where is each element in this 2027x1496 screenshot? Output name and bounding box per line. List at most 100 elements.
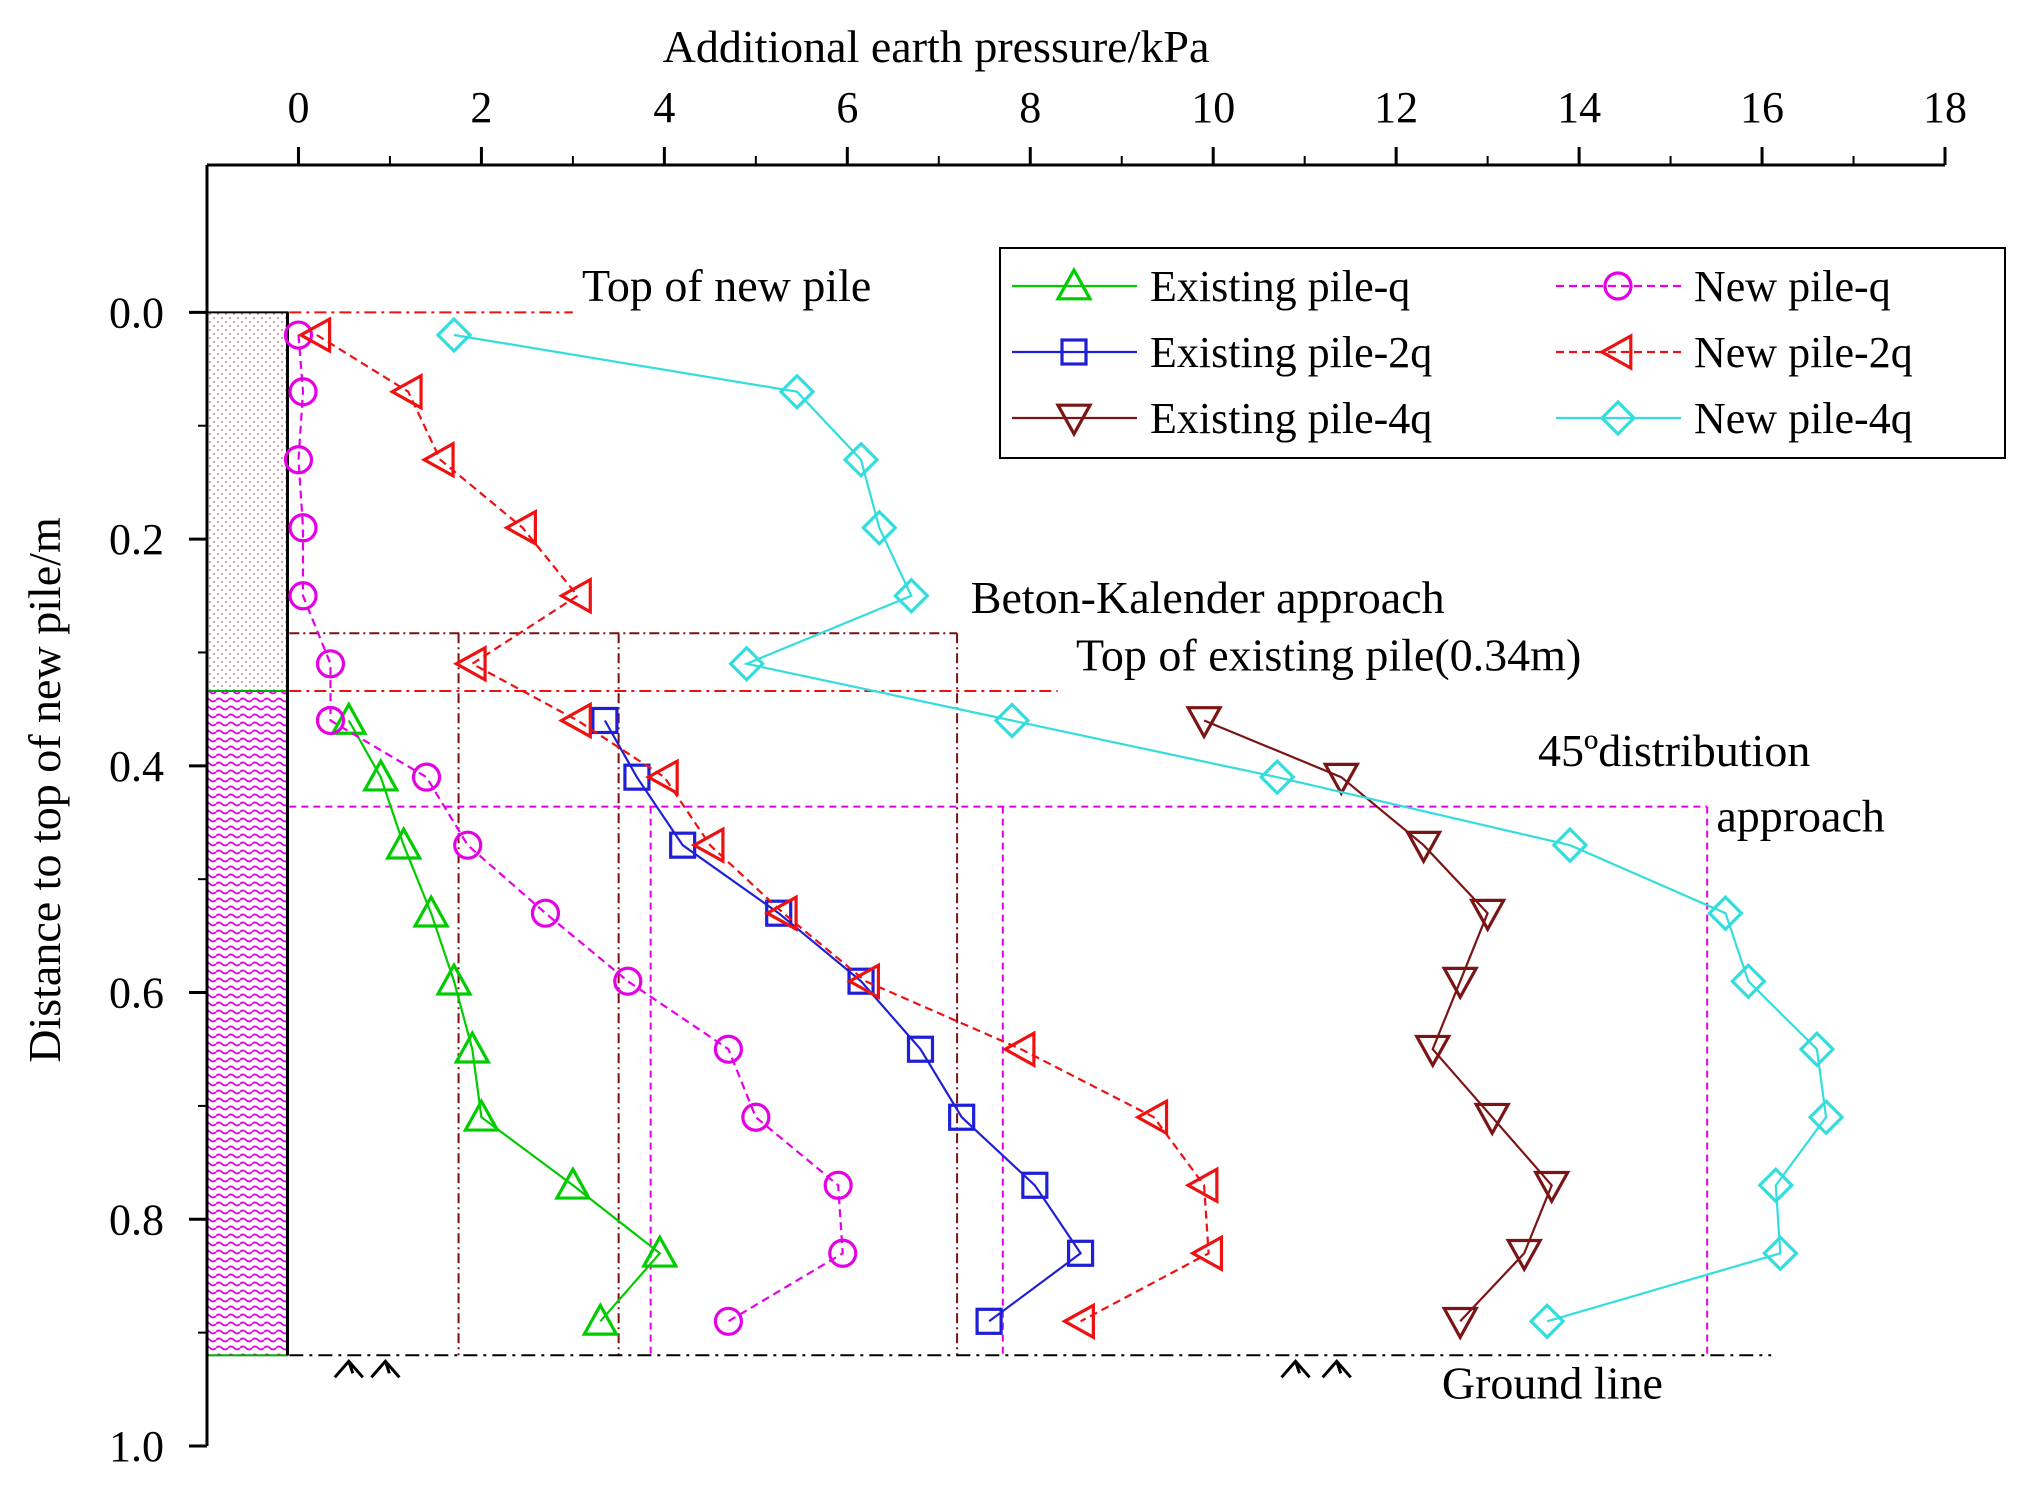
data-point-new-pile-q	[713, 1306, 744, 1336]
x-tick-label: 6	[836, 83, 858, 132]
data-point-new-pile-q	[823, 1170, 853, 1200]
data-point-existing-pile-q	[435, 961, 473, 996]
data-point-new-pile-q	[713, 1034, 744, 1064]
data-point-new-pile-q	[613, 966, 643, 996]
legend-marker-new-pile-4q	[1599, 399, 1637, 437]
annotation-top-of-new-pile: Top of new pile	[582, 260, 871, 311]
data-point-new-pile-4q	[861, 509, 898, 547]
ground-hatch-mark	[1321, 1359, 1352, 1379]
data-point-existing-pile-q	[581, 1302, 620, 1336]
data-point-new-pile-4q	[435, 316, 473, 354]
data-point-new-pile-q	[411, 762, 442, 792]
data-point-new-pile-4q	[1707, 894, 1744, 932]
data-point-new-pile-2q	[558, 577, 592, 615]
data-point-existing-pile-4q	[1505, 1238, 1543, 1273]
data-point-new-pile-4q	[1757, 1167, 1795, 1204]
data-point-new-pile-2q	[558, 701, 592, 740]
x-tick-label: 8	[1019, 83, 1041, 132]
legend-label-existing-pile-4q: Existing pile-4q	[1150, 394, 1432, 443]
legend-marker-existing-pile-q	[1055, 266, 1093, 301]
y-tick-label: 0.6	[109, 969, 164, 1018]
x-tick-label: 12	[1374, 83, 1418, 132]
series-line-existing-pile-2q	[603, 719, 1083, 1323]
data-point-existing-pile-q	[412, 893, 450, 928]
data-point-new-pile-4q	[1730, 962, 1767, 1000]
data-series	[283, 316, 1845, 1341]
legend: Existing pile-q New pile-q Existing pile-2…	[999, 247, 2006, 459]
data-point-new-pile-q	[453, 830, 483, 860]
annotation-beton-kalender-approach: Beton-Kalender approach	[971, 572, 1445, 623]
ground-hatch-mark	[370, 1359, 401, 1379]
existing-pile-section	[206, 690, 289, 1357]
data-point-new-pile-4q	[1551, 826, 1589, 864]
x-tick-label: 0	[287, 83, 309, 132]
x-tick-label: 4	[653, 83, 675, 132]
axes: 0 2 4 6 8 10 12 14 16 18 0.0 0.2 0.4 0.6 0.8 1.0 Additio…	[19, 21, 1967, 1471]
series-line-new-pile-q	[297, 334, 844, 1323]
x-tick-label: 10	[1191, 83, 1235, 132]
data-point-new-pile-4q	[1762, 1235, 1799, 1272]
data-point-new-pile-2q	[503, 509, 537, 547]
x-tick-label: 14	[1557, 83, 1601, 132]
legend-label-new-pile-4q: New pile-4q	[1694, 394, 1913, 443]
data-point-new-pile-4q	[1798, 1030, 1836, 1068]
annotation-45-distribution: 45ºdistribution	[1538, 725, 1810, 776]
new-pile-upper	[206, 311, 289, 693]
data-point-new-pile-q	[315, 705, 346, 736]
data-point-new-pile-4q	[893, 577, 930, 615]
legend-box	[999, 247, 2006, 459]
data-point-existing-pile-4q	[1473, 1102, 1511, 1137]
data-point-existing-pile-2q	[975, 1307, 1003, 1335]
y-tick-label: 0.0	[109, 288, 164, 337]
y-tick-label: 0.4	[109, 742, 164, 791]
data-point-new-pile-4q	[778, 373, 816, 410]
x-tick-label: 16	[1740, 83, 1784, 132]
data-point-new-pile-2q	[690, 826, 725, 864]
ground-hatch-mark	[1280, 1359, 1311, 1379]
legend-label-existing-pile-q: Existing pile-q	[1150, 262, 1410, 311]
data-point-new-pile-q	[741, 1102, 771, 1132]
annotation-top-of-existing-pile-0-34m: Top of existing pile(0.34m)	[1076, 630, 1581, 681]
data-point-new-pile-2q	[1189, 1234, 1224, 1273]
data-point-new-pile-4q	[993, 702, 1031, 739]
series-line-new-pile-4q	[453, 333, 1828, 1323]
y-axis-title: Distance to top of new pile/m	[19, 517, 70, 1063]
data-point-new-pile-q	[288, 377, 318, 407]
legend-marker-existing-pile-4q	[1055, 403, 1093, 438]
data-point-new-pile-4q	[1528, 1303, 1566, 1340]
data-point-new-pile-2q	[1001, 1030, 1036, 1068]
data-point-existing-pile-q	[330, 701, 368, 735]
data-point-new-pile-4q	[1807, 1098, 1845, 1136]
data-point-new-pile-4q	[1258, 758, 1296, 796]
data-point-new-pile-2q	[297, 316, 332, 354]
data-point-existing-pile-q	[362, 757, 400, 792]
data-point-new-pile-2q	[388, 373, 423, 411]
series-new-pile-2q	[297, 316, 1224, 1341]
data-point-existing-pile-q	[384, 825, 423, 860]
series-existing-pile-4q	[1185, 706, 1571, 1341]
x-tick-label: 18	[1923, 83, 1967, 132]
y-tick-label: 1.0	[109, 1422, 164, 1471]
data-point-existing-pile-4q	[1532, 1170, 1571, 1205]
y-tick-label: 0.8	[109, 1195, 164, 1244]
legend-label-new-pile-q: New pile-q	[1694, 262, 1891, 311]
data-point-existing-pile-2q	[1066, 1239, 1095, 1267]
data-point-new-pile-q	[283, 320, 314, 350]
data-point-new-pile-q	[315, 649, 346, 679]
data-point-existing-pile-4q	[1185, 706, 1223, 740]
series-line-existing-pile-q	[347, 719, 662, 1323]
series-line-new-pile-2q	[316, 334, 1210, 1323]
legend-label-existing-pile-2q: Existing pile-2q	[1150, 328, 1432, 377]
data-point-new-pile-2q	[1134, 1098, 1169, 1136]
data-point-existing-pile-2q	[591, 706, 619, 735]
data-point-existing-pile-4q	[1441, 966, 1479, 1001]
legend-marker-new-pile-q	[1603, 271, 1633, 301]
data-point-existing-pile-4q	[1414, 1034, 1452, 1069]
data-point-new-pile-4q	[842, 441, 880, 479]
data-point-new-pile-2q	[763, 894, 798, 932]
series-line-existing-pile-4q	[1203, 719, 1553, 1323]
data-point-existing-pile-2q	[906, 1035, 935, 1063]
data-point-new-pile-2q	[1184, 1166, 1219, 1204]
data-point-existing-pile-2q	[948, 1103, 976, 1131]
